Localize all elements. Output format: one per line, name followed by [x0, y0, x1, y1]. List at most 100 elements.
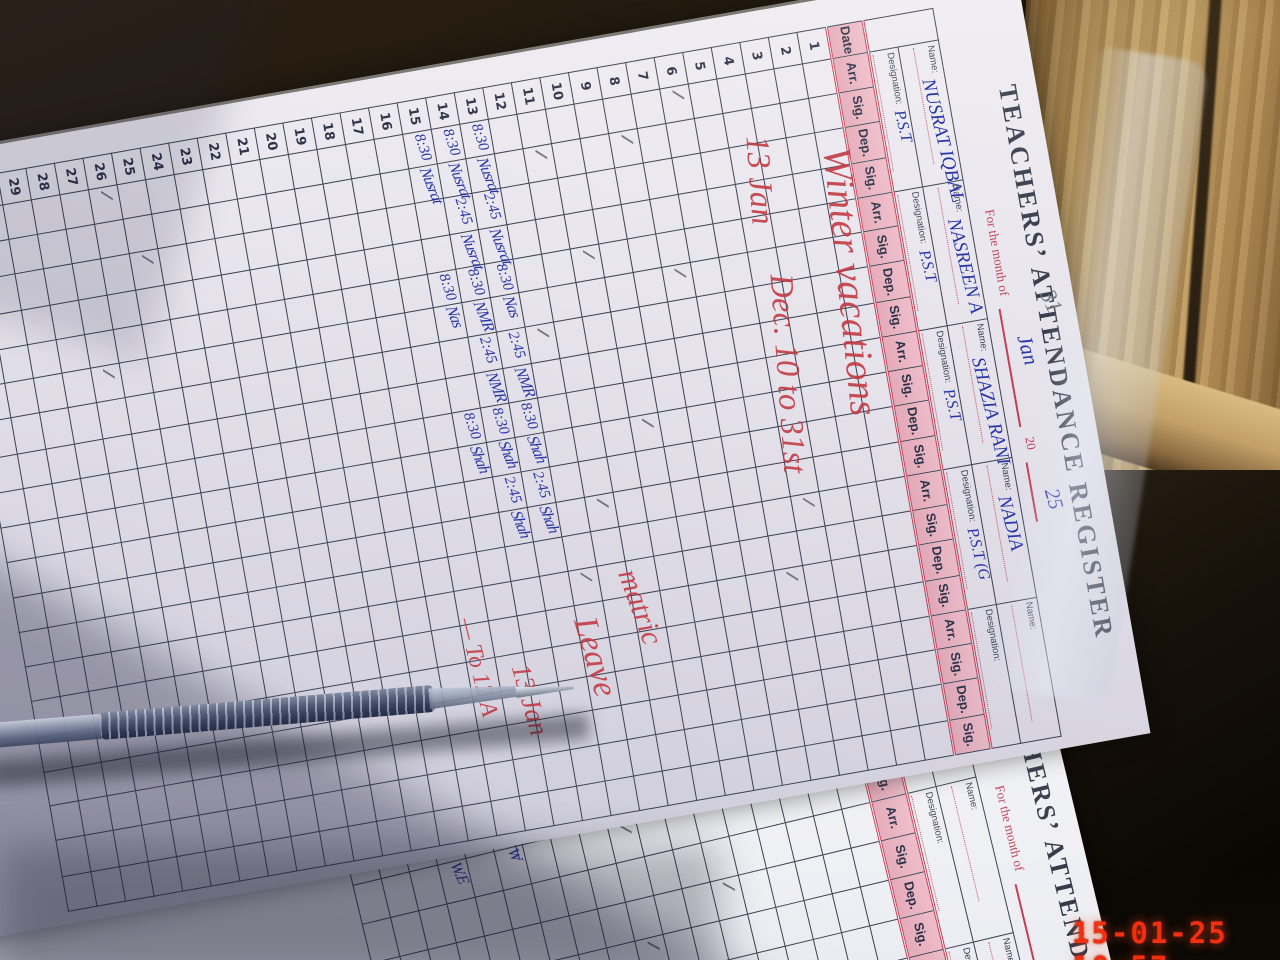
tick-mark: ∕∕: [99, 373, 119, 375]
attendance-cell: [876, 476, 912, 516]
date-cell: 20: [254, 123, 289, 161]
tick-mark: ∕∕: [578, 253, 598, 256]
attendance-cell: [708, 362, 744, 402]
column-header-cell: Sig.: [948, 713, 992, 755]
attendance-cell: [769, 208, 805, 248]
ink-entry: 2:45: [476, 334, 500, 367]
attendance-cell: [280, 438, 315, 478]
attendance-cell: 8:30: [508, 398, 544, 438]
attendance-cell: [794, 347, 830, 387]
attendance-cell: [882, 510, 918, 551]
attendance-cell: 8:30: [455, 263, 491, 304]
attendance-cell: [684, 223, 719, 263]
attendance-cell: [198, 309, 234, 349]
attendance-cell: [857, 371, 894, 412]
attendance-cell: [370, 279, 405, 319]
attendance-cell: [0, 522, 36, 563]
attendance-cell: [27, 339, 62, 379]
month-prefix-label: For the month of: [992, 783, 1028, 873]
attendance-cell: [802, 59, 839, 99]
attendance-cell: [872, 620, 907, 661]
attendance-cell: [823, 342, 858, 382]
date-cell: 9: [568, 67, 603, 105]
tick-mark: ∕∕: [615, 827, 635, 831]
ink-entry: 8:30: [488, 405, 513, 437]
attendance-cell: [516, 109, 552, 149]
attendance-cell: 8:30: [480, 403, 515, 443]
attendance-cell: [819, 486, 854, 526]
attendance-cell: [619, 522, 654, 562]
ink-entry: 8:30: [517, 400, 541, 432]
attendance-cell: [761, 496, 797, 537]
tick-mark: ∕∕: [782, 575, 802, 577]
attendance-cell: [566, 387, 601, 428]
ink-entry: 2:45: [480, 190, 504, 222]
attendance-cell: [366, 423, 401, 463]
cast-shadow: [0, 845, 720, 960]
attendance-cell: [80, 473, 116, 513]
ink-entry: 8:30: [435, 271, 460, 303]
ink-entry: 2:45: [504, 329, 529, 362]
attendance-cell: [304, 577, 340, 617]
attendance-cell: [166, 458, 201, 498]
attendance-cell: [341, 284, 377, 324]
attendance-cell: [545, 104, 581, 144]
attendance-cell: [202, 165, 238, 205]
ink-entry: 8:30: [467, 122, 492, 154]
attendance-cell: [676, 512, 711, 552]
attendance-cell: [447, 552, 483, 592]
ink-entry: 8:30: [439, 127, 464, 159]
attendance-cell: [745, 69, 780, 109]
attendance-cell: [541, 248, 577, 288]
attendance-cell: [574, 99, 609, 139]
attendance-cell: [594, 382, 630, 423]
tick-mark: ∕∕: [576, 575, 596, 578]
attendance-cell: [631, 89, 666, 129]
date-cell: 21: [225, 128, 260, 166]
attendance-cell: [561, 532, 597, 572]
attendance-cell: [757, 641, 793, 681]
ink-entry: 8:30: [492, 261, 517, 293]
date-cell: 5: [682, 47, 717, 85]
attendance-cell: 8:30: [484, 258, 519, 299]
attendance-cell: [223, 448, 258, 488]
attendance-cell: [704, 506, 740, 547]
attendance-cell: [312, 289, 348, 329]
attendance-cell: [786, 636, 822, 676]
attendance-cell: [716, 74, 752, 114]
attendance-cell: [0, 344, 34, 384]
attendance-cell: ∕∕: [790, 491, 826, 532]
attendance-cell: [227, 304, 262, 344]
tick-mark: ∕∕: [670, 272, 690, 275]
date-cell: 15: [397, 97, 432, 135]
attendance-cell: [737, 357, 772, 397]
attendance-cell: [488, 114, 523, 154]
attendance-cell: [23, 483, 58, 523]
ink-entry: 2:45: [500, 474, 525, 506]
attendance-cell: [345, 139, 381, 180]
attendance-cell: [504, 542, 540, 582]
attendance-cell: [623, 377, 658, 418]
attendance-cell: 8:30: [451, 408, 487, 448]
attendance-cell: [602, 94, 638, 134]
tick-mark: ∕∕: [719, 884, 739, 888]
attendance-cell: [533, 537, 568, 577]
month-prefix-label: For the month of: [982, 208, 1013, 298]
date-cell: 6: [654, 52, 689, 90]
attendance-cell: [808, 93, 845, 134]
attendance-cell: [798, 203, 834, 243]
date-cell: 7: [625, 57, 660, 95]
attendance-cell: [390, 562, 426, 602]
ink-entry: Nas: [441, 304, 467, 330]
attendance-cell: [423, 413, 458, 453]
tick-mark: ∕∕: [531, 153, 551, 155]
ink-entry: Nas: [498, 294, 524, 320]
attendance-cell: [170, 314, 205, 354]
attendance-cell: [870, 442, 906, 482]
attendance-cell: ∕∕: [570, 243, 605, 283]
attendance-cell: [231, 160, 266, 200]
attendance-cell: [688, 79, 723, 119]
attendance-cell: [833, 232, 869, 273]
attendance-cell: [906, 649, 943, 690]
attendance-cell: [627, 233, 662, 273]
